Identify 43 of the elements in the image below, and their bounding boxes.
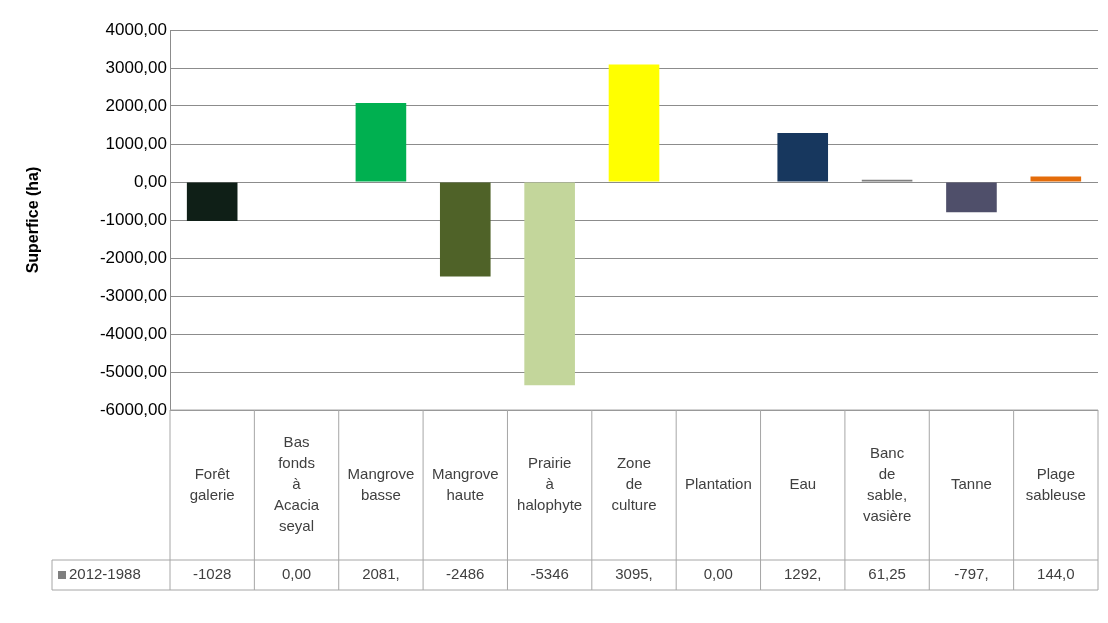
x-tick-label: Banc de sable, vasière: [862, 443, 912, 524]
x-tick-label: Prairie à halophyte: [517, 454, 583, 514]
y-tick-label: -2000,00: [99, 247, 167, 267]
bar: [439, 182, 491, 277]
bar: [608, 64, 660, 182]
bar: [777, 132, 829, 182]
data-label: 0,00: [281, 565, 312, 583]
data-label: 3095,: [615, 565, 653, 583]
bar: [1030, 176, 1082, 182]
x-tick-label: Forêt galerie: [189, 464, 235, 503]
x-tick-label: Plage sableuse: [1025, 464, 1086, 503]
x-tick-label: Plantation: [685, 475, 752, 493]
bar: [524, 182, 575, 386]
y-tick-label: -6000,00: [99, 399, 167, 419]
x-tick-label: Bas fonds à Acacia seyal: [274, 433, 320, 535]
x-tick-label: Mangrove basse: [347, 464, 415, 503]
data-label: -797,: [954, 565, 989, 583]
y-tick-label: -1000,00: [99, 209, 167, 229]
y-tick-label: -4000,00: [99, 323, 167, 343]
x-tick-label: Tanne: [951, 475, 992, 493]
y-tick-label: 3000,00: [105, 57, 167, 77]
bar: [355, 102, 407, 182]
y-tick-label: -5000,00: [99, 361, 167, 381]
data-label: -1028: [192, 565, 232, 583]
data-label: 2081,: [362, 565, 400, 583]
x-tick-label: Zone de culture: [611, 454, 657, 514]
data-label: 144,0: [1037, 565, 1075, 583]
data-label: -2486: [446, 565, 485, 583]
x-tick-label: Eau: [789, 475, 817, 493]
bar: [946, 182, 997, 213]
data-label: -5346: [530, 565, 569, 583]
y-tick-label: 4000,00: [105, 19, 167, 39]
legend-label: 2012-1988: [69, 565, 141, 583]
y-axis-title: Superfice (ha): [24, 166, 42, 274]
y-tick-label: 0,00: [133, 171, 167, 191]
y-tick-label: -3000,00: [99, 285, 167, 305]
y-tick-label: 2000,00: [105, 95, 167, 115]
data-label: 1292,: [783, 565, 822, 583]
data-label: 0,00: [703, 565, 733, 583]
x-tick-label: Mangrove haute: [431, 464, 499, 503]
y-tick-label: 1000,00: [105, 133, 167, 153]
data-label: 61,25: [868, 565, 906, 583]
bar: [186, 182, 238, 222]
